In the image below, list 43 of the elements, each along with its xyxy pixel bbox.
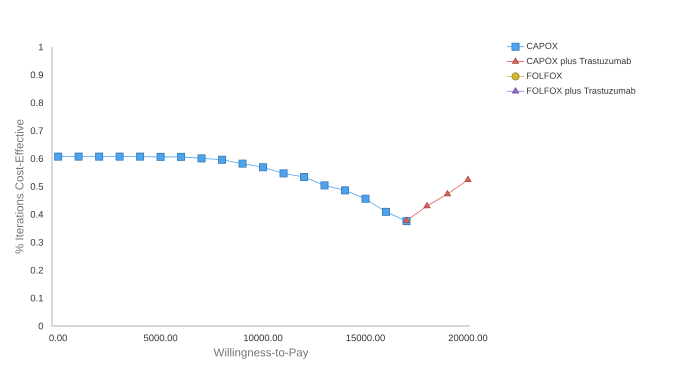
legend-label: CAPOX plus Trastuzumab: [526, 58, 631, 66]
point: [198, 154, 206, 162]
x-tick-label: 10000.00: [244, 334, 282, 342]
y-tick-label: 0.8: [30, 99, 44, 106]
x-axis-title: Willingness-to-Pay: [214, 348, 308, 359]
y-tick-label: 0.3: [30, 238, 44, 246]
point: [259, 163, 268, 172]
point: [156, 152, 165, 161]
x-tick-label: 20000.00: [448, 334, 488, 342]
point: [382, 208, 390, 216]
point: [54, 152, 62, 161]
point: [320, 181, 329, 190]
point: [341, 186, 350, 194]
point: [444, 190, 451, 196]
y-tick-label: 0.6: [30, 155, 44, 162]
point: [116, 152, 124, 161]
point: [136, 152, 144, 161]
point: [362, 194, 370, 203]
legend-label: FOLFOX plus Trastuzumab: [527, 87, 636, 96]
y-tick-label: 0.5: [30, 183, 44, 190]
point: [300, 173, 308, 182]
x-tick-label: 0.00: [49, 334, 67, 342]
y-tick-label: 0.7: [30, 127, 44, 134]
point: [280, 169, 288, 178]
y-axis-title: % Iterations Cost-Effective: [15, 120, 24, 254]
y-tick-label: 1: [38, 44, 44, 50]
point: [238, 160, 247, 168]
point: [402, 216, 410, 223]
point: [177, 152, 186, 161]
y-tick-label: 0: [38, 322, 44, 330]
x-tick-label: 5000.00: [144, 334, 178, 342]
y-tick-label: 0.9: [30, 72, 44, 78]
point: [95, 152, 104, 161]
y-tick-label: 0.1: [30, 294, 44, 302]
point: [423, 202, 430, 208]
y-tick-label: 0.4: [30, 211, 44, 218]
point: [218, 156, 226, 164]
x-tick-label: 15000.00: [346, 334, 385, 342]
point: [74, 152, 83, 161]
point: [464, 176, 472, 182]
y-tick-label: 0.2: [30, 266, 44, 274]
legend-label: FOLFOX: [527, 72, 562, 79]
legend-label: CAPOX: [526, 42, 558, 50]
